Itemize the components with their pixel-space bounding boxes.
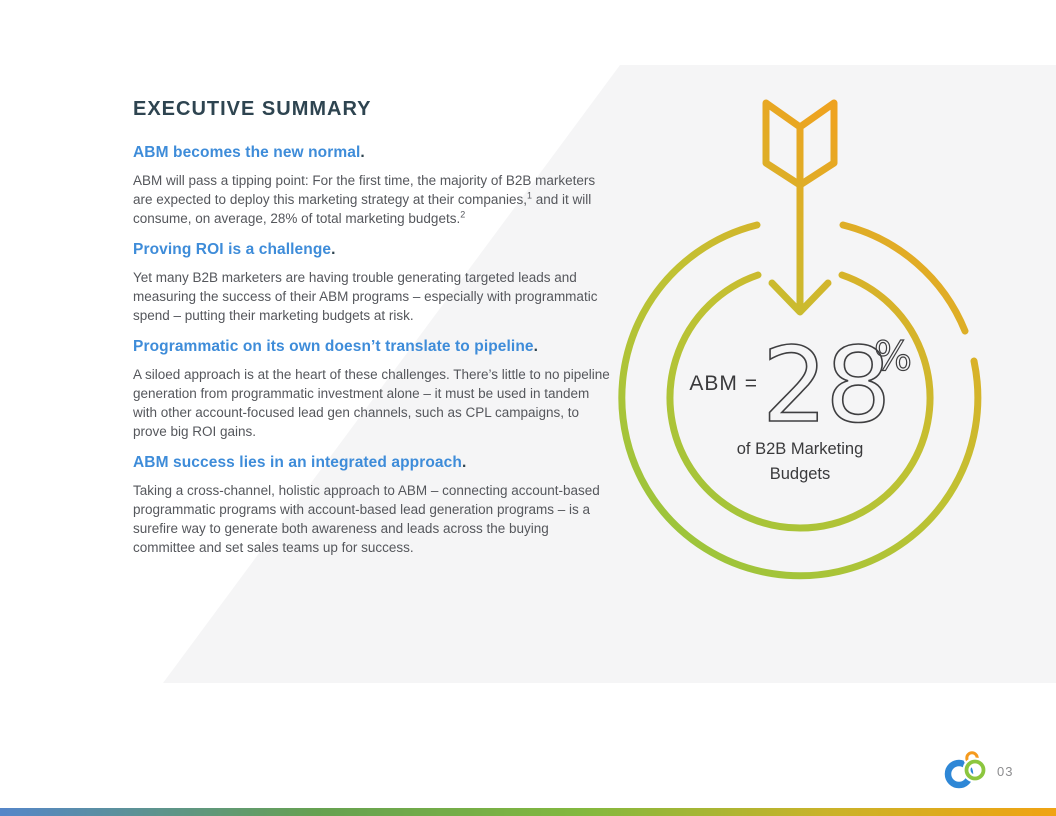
section-integrated-approach: ABM success lies in an integrated approa… (133, 453, 611, 557)
percent-value-graphic: 28 % (762, 326, 913, 436)
percent-value: 28 (762, 326, 889, 436)
section-programmatic: Programmatic on its own doesn’t translat… (133, 337, 611, 441)
section-heading: Proving ROI is a challenge. (133, 240, 611, 260)
arrow-fletching-icon (762, 99, 838, 189)
section-body: Taking a cross-channel, holistic approac… (133, 483, 600, 555)
footnote-marker-2: 2 (460, 209, 466, 220)
section-proving-roi: Proving ROI is a challenge. Yet many B2B… (133, 240, 611, 325)
caption-line-2: Budgets (769, 465, 831, 483)
outer-target-ring (618, 221, 982, 580)
section-heading-text: Programmatic on its own doesn’t translat… (133, 338, 534, 355)
section-heading-text: ABM becomes the new normal (133, 144, 361, 161)
abm-equals-label: ABM = (689, 372, 758, 395)
page-number: 03 (997, 764, 1014, 779)
heading-period: . (331, 241, 336, 258)
infographic-caption: of B2B Marketing Budgets (660, 437, 940, 487)
section-heading-text: ABM success lies in an integrated approa… (133, 454, 462, 471)
body-text: ABM will pass a tipping point: For the f… (133, 173, 596, 207)
page-title: EXECUTIVE SUMMARY (133, 98, 372, 120)
brand-logo-icon (944, 750, 988, 789)
section-heading: Programmatic on its own doesn’t translat… (133, 337, 611, 357)
section-body: A siloed approach is at the heart of the… (133, 367, 610, 439)
footer-gradient-bar (0, 808, 1056, 816)
caption-line-1: of B2B Marketing (736, 440, 864, 458)
percent-sign: % (874, 334, 912, 380)
section-heading-text: Proving ROI is a challenge (133, 241, 332, 258)
heading-period: . (360, 144, 365, 161)
section-body: Yet many B2B marketers are having troubl… (133, 270, 598, 323)
arrow-target-graphic (618, 99, 982, 580)
section-new-normal: ABM becomes the new normal. ABM will pas… (133, 143, 611, 228)
section-heading: ABM becomes the new normal. (133, 143, 611, 163)
section-heading: ABM success lies in an integrated approa… (133, 453, 611, 473)
inner-target-ring (666, 271, 934, 532)
heading-period: . (533, 338, 539, 355)
footnote-marker-1: 1 (526, 190, 532, 201)
section-body: ABM will pass a tipping point: For the f… (133, 171, 611, 228)
arrow-shaft-icon (768, 181, 832, 316)
text-column: EXECUTIVE SUMMARY ABM becomes the new no… (133, 97, 611, 557)
body-text: and it will consume, on average, 28% of … (133, 192, 592, 226)
heading-period: . (461, 454, 467, 471)
